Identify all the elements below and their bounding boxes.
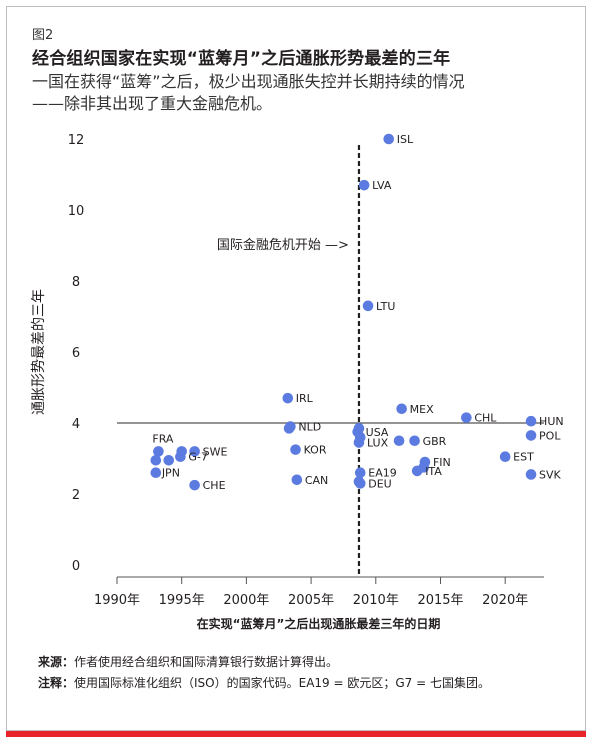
point-label: POL bbox=[539, 429, 561, 442]
note-line: 注释：使用国际标准化组织（ISO）的国家代码。EA19 = 欧元区；G7 = 七… bbox=[38, 673, 578, 694]
point-label: SVK bbox=[539, 468, 562, 481]
point-label: LVA bbox=[372, 179, 392, 192]
point-label: IRL bbox=[296, 392, 314, 405]
data-point bbox=[153, 446, 164, 457]
axes: 1990年 1995年 2000年 2005年 2010年 2015年 2020年 0 2 4 6 8… bbox=[31, 133, 544, 631]
figure-frame bbox=[6, 6, 586, 731]
data-point bbox=[290, 444, 301, 455]
point-label: ITA bbox=[425, 465, 442, 478]
point-label: SWE bbox=[203, 445, 228, 458]
point-label: EA19 bbox=[368, 467, 396, 480]
point-label: EST bbox=[513, 451, 534, 464]
crisis-annotation: 国际金融危机开始 —> bbox=[217, 237, 349, 253]
point-label: JPN bbox=[161, 467, 180, 480]
data-point bbox=[353, 437, 365, 448]
point-label: CAN bbox=[305, 474, 328, 487]
point-label: HUN bbox=[539, 415, 564, 428]
note-label: 注释： bbox=[38, 676, 75, 690]
chart-title: 经合组织国家在实现“蓝筹月”之后通胀形势最差的三年 bbox=[32, 49, 451, 69]
point-label: ISL bbox=[397, 133, 414, 146]
data-point bbox=[358, 179, 370, 191]
point-label: CHL bbox=[474, 412, 497, 425]
point-label: GBR bbox=[423, 435, 447, 448]
data-points bbox=[150, 133, 537, 491]
data-point bbox=[411, 465, 423, 477]
data-point bbox=[150, 454, 162, 466]
y-tick-label: 0 bbox=[72, 559, 80, 574]
y-tick-label: 4 bbox=[72, 417, 80, 432]
reference-lines: 国际金融危机开始 —> bbox=[117, 145, 544, 577]
point-label: CHE bbox=[203, 479, 226, 492]
data-point bbox=[525, 469, 537, 480]
point-label: MEX bbox=[410, 403, 434, 416]
data-point bbox=[163, 454, 175, 466]
data-point bbox=[175, 451, 186, 463]
x-tick-label: 1995年 bbox=[159, 593, 205, 608]
data-point bbox=[291, 474, 303, 486]
y-tick-label: 6 bbox=[72, 346, 80, 361]
data-point bbox=[409, 435, 420, 447]
subtitle-line-1: 一国在获得“蓝筹”之后，极少出现通胀失控并长期持续的情况 bbox=[32, 72, 465, 91]
data-point bbox=[354, 467, 366, 479]
data-point bbox=[383, 133, 395, 145]
note-text: 使用国际标准化组织（ISO）的国家代码。EA19 = 欧元区；G7 = 七国集团… bbox=[74, 676, 490, 690]
chart-subtitle: 一国在获得“蓝筹”之后，极少出现通胀失控并长期持续的情况 ——除非其出现了重大金… bbox=[32, 71, 572, 115]
source-note: 来源：作者使用经合组织和国际清算银行数据计算得出。 bbox=[38, 652, 578, 673]
point-label: NLD bbox=[298, 421, 321, 434]
point-label: FRA bbox=[152, 432, 174, 445]
data-point bbox=[189, 479, 200, 491]
x-axis-title: 在实现“蓝筹月”之后出现通胀最差三年的日期 bbox=[197, 616, 441, 631]
x-tick-label: 1990年 bbox=[94, 593, 140, 608]
y-axis-title: 通胀形势最差的三年 bbox=[31, 289, 47, 415]
x-tick-label: 2020年 bbox=[482, 593, 528, 608]
point-label: G-7 bbox=[188, 451, 208, 464]
source-label: 来源： bbox=[38, 655, 75, 669]
x-tick-label: 2005年 bbox=[288, 593, 334, 608]
point-label: LUX bbox=[367, 437, 389, 450]
footnotes: 来源：作者使用经合组织和国际清算银行数据计算得出。 注释：使用国际标准化组织（I… bbox=[38, 652, 578, 694]
y-tick-label: 10 bbox=[68, 204, 85, 219]
data-point bbox=[354, 478, 366, 489]
data-point bbox=[282, 392, 294, 404]
x-tick-label: 2000年 bbox=[223, 593, 269, 608]
y-tick-label: 8 bbox=[72, 275, 80, 290]
x-tick-label: 2015年 bbox=[417, 593, 463, 608]
data-point bbox=[362, 300, 374, 312]
point-label: FIN bbox=[433, 456, 451, 469]
point-label: LTU bbox=[376, 300, 395, 313]
data-point bbox=[525, 430, 537, 441]
data-point bbox=[189, 446, 200, 457]
point-label: KOR bbox=[304, 444, 327, 457]
subtitle-line-2: ——除非其出现了重大金融危机。 bbox=[32, 94, 273, 113]
data-point bbox=[396, 403, 407, 415]
data-point bbox=[150, 467, 162, 479]
data-point bbox=[525, 415, 537, 427]
data-point bbox=[461, 412, 472, 423]
point-label: DEU bbox=[368, 477, 391, 490]
data-point bbox=[283, 423, 295, 434]
data-point bbox=[499, 451, 511, 463]
accent-bar bbox=[6, 731, 586, 737]
y-tick-label: 12 bbox=[68, 133, 85, 148]
figure-label: 图2 bbox=[32, 28, 54, 43]
data-point bbox=[393, 435, 405, 447]
y-tick-label: 2 bbox=[72, 488, 80, 503]
point-label: USA bbox=[366, 426, 389, 439]
x-tick-label: 2010年 bbox=[353, 593, 399, 608]
source-text: 作者使用经合组织和国际清算银行数据计算得出。 bbox=[74, 655, 339, 669]
